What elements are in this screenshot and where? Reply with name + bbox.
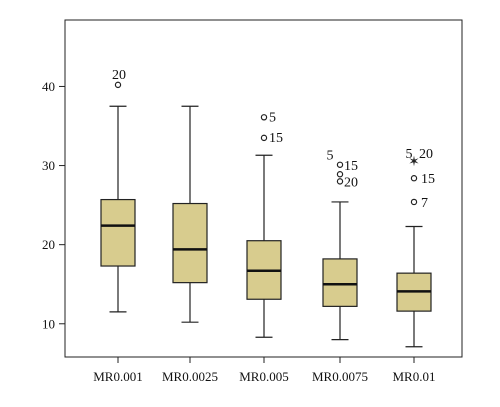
box-group: ✶5 20 15 7 (396, 147, 435, 348)
y-tick-label: 20 (42, 237, 55, 252)
outlier-point (260, 134, 268, 142)
outlier-point (336, 171, 344, 178)
x-tick-label: MR0.01 (393, 369, 436, 384)
x-tick-label: MR0.005 (239, 369, 288, 384)
iqr-box (172, 202, 208, 284)
outlier-label: 20 (344, 175, 358, 190)
box-group (172, 105, 208, 323)
y-tick-label: 30 (42, 158, 55, 173)
outlier-label: 7 (421, 196, 428, 211)
outlier-label: 5 (327, 148, 334, 163)
extreme-point: ✶ (408, 154, 420, 170)
outlier-label: 15 (344, 159, 358, 174)
outlier-point (410, 198, 418, 206)
outlier-point (260, 114, 268, 121)
outlier-point (336, 178, 344, 185)
outlier-label: 5 (406, 147, 413, 162)
outlier-label: 15 (269, 131, 283, 146)
outlier-point (410, 175, 418, 182)
box-group: 20 (100, 68, 136, 313)
y-tick-label: 40 (42, 79, 55, 94)
iqr-box (322, 258, 358, 307)
x-tick-label: MR0.001 (93, 369, 142, 384)
x-axis: MR0.001 MR0.0025 MR0.005 MR0.0075 MR0.01 (93, 357, 435, 384)
outlier-label: 15 (421, 172, 435, 187)
x-tick-label: MR0.0025 (162, 369, 218, 384)
x-tick-label: MR0.0075 (312, 369, 368, 384)
box-group: 515 (246, 110, 283, 338)
outlier-label: 5 (269, 110, 276, 125)
outlier-label: 20 (419, 147, 433, 162)
y-tick-label: 10 (42, 316, 55, 331)
y-axis: 10 20 30 40 (42, 79, 65, 331)
outlier-point (336, 161, 344, 168)
iqr-box (100, 198, 136, 267)
outlier-point (114, 81, 122, 89)
outlier-label: 20 (112, 68, 126, 83)
